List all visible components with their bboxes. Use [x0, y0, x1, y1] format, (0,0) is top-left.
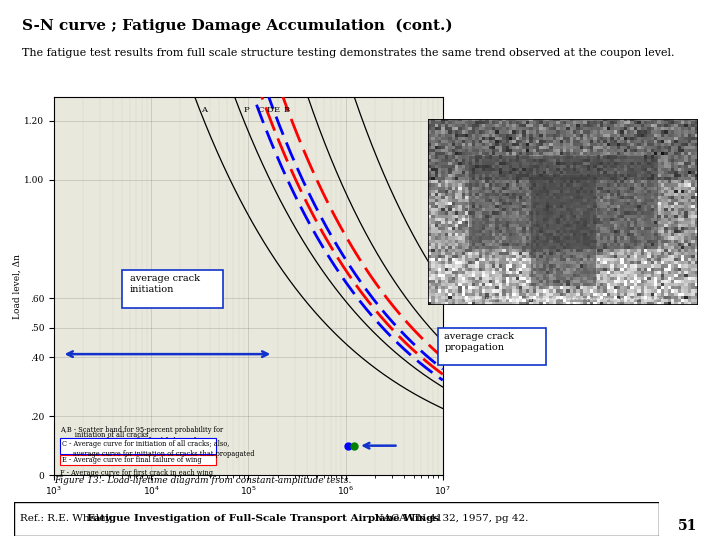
X-axis label: Cycles: Cycles: [231, 503, 266, 512]
Bar: [531, 175, 596, 286]
Text: initiation of all cracks: initiation of all cracks: [60, 431, 148, 440]
Bar: [469, 156, 658, 249]
Text: S-N curve ; Fatigue Damage Accumulation  (cont.): S-N curve ; Fatigue Damage Accumulation …: [22, 19, 452, 33]
Text: C - Average curve for initiation of all cracks; also,
     average curve for ini: C - Average curve for initiation of all …: [62, 440, 254, 457]
Text: average crack
propagation: average crack propagation: [444, 332, 514, 352]
Text: C: C: [258, 106, 264, 114]
Text: P: P: [243, 106, 249, 114]
Text: Figure 13.- Load-lifetime diagram from constant-amplitude tests.: Figure 13.- Load-lifetime diagram from c…: [54, 476, 351, 485]
Text: Ref.: R.E. Whaley,: Ref.: R.E. Whaley,: [19, 515, 116, 523]
Text: A,B - Scatter band for 95-percent probability for: A,B - Scatter band for 95-percent probab…: [60, 427, 223, 435]
Text: average crack
initiation: average crack initiation: [130, 274, 199, 294]
Text: E,D - Limits of scatter for final failure of wing: E,D - Limits of scatter for final failur…: [60, 436, 214, 444]
Text: 51: 51: [678, 519, 697, 534]
Text: Figure P - General view of wing mounted in constant-amplitude fatigue machine.  : Figure P - General view of wing mounted …: [464, 298, 663, 301]
Y-axis label: Load level, Δn: Load level, Δn: [12, 254, 22, 319]
Text: The fatigue test results from full scale structure testing demonstrates the same: The fatigue test results from full scale…: [22, 48, 674, 58]
Text: B: B: [284, 106, 290, 114]
FancyBboxPatch shape: [60, 438, 216, 454]
FancyBboxPatch shape: [60, 455, 216, 464]
Text: F - Average curve for first crack in each wing: F - Average curve for first crack in eac…: [60, 469, 213, 477]
Text: A: A: [201, 106, 207, 114]
Text: Fatigue Investigation of Full-Scale Transport Airplane Wings: Fatigue Investigation of Full-Scale Tran…: [86, 515, 438, 523]
Text: D: D: [266, 106, 273, 114]
Text: E: E: [274, 106, 279, 114]
Text: E - Average curve for final failure of wing: E - Average curve for final failure of w…: [62, 456, 202, 464]
Text: , NACA TN 4132, 1957, pg 42.: , NACA TN 4132, 1957, pg 42.: [367, 515, 528, 523]
